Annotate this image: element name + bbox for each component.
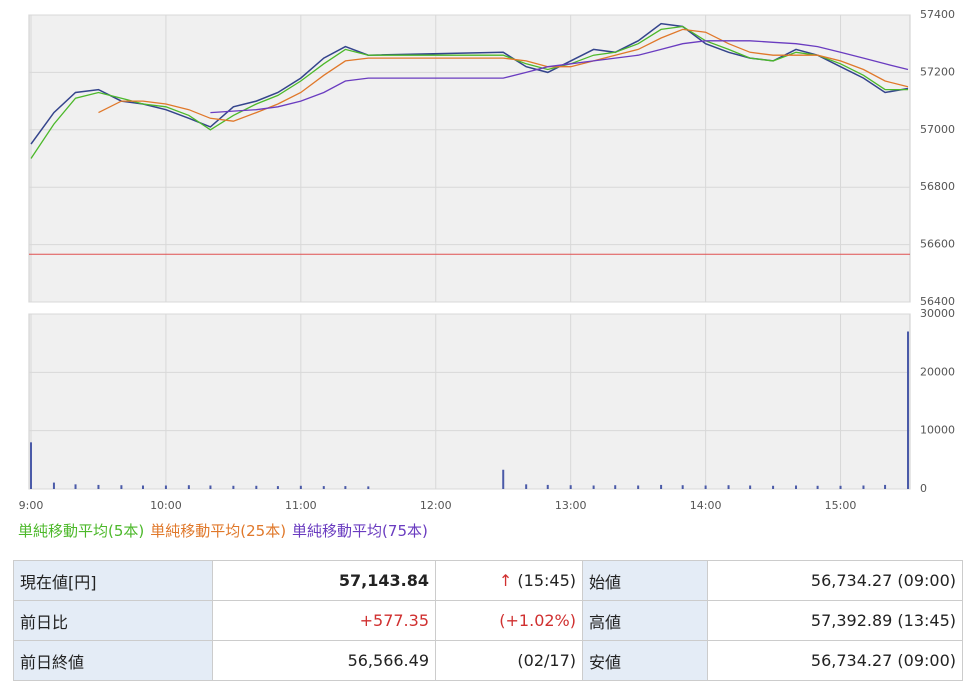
value: +577.35 bbox=[212, 600, 436, 641]
volume-bar bbox=[141, 485, 144, 489]
label: 始値 bbox=[582, 560, 708, 601]
time: (15:45) bbox=[517, 571, 576, 590]
value: 56,734.27 (09:00) bbox=[707, 640, 963, 681]
volume-bar bbox=[660, 484, 663, 489]
value: 56,734.27 (09:00) bbox=[707, 560, 963, 601]
volume-bar bbox=[727, 485, 730, 489]
percent: (+1.02%) bbox=[435, 600, 583, 641]
value: 57,392.89 (13:45) bbox=[707, 600, 963, 641]
volume-bar bbox=[187, 485, 190, 489]
y-tick-label: 0 bbox=[920, 482, 927, 495]
volume-bar bbox=[164, 485, 167, 489]
y-tick-label: 56600 bbox=[920, 238, 955, 251]
volume-bar bbox=[816, 485, 819, 489]
volume-bar bbox=[232, 485, 235, 489]
volume-bar bbox=[209, 485, 212, 489]
x-tick-label: 15:00 bbox=[825, 499, 857, 512]
volume-bar bbox=[907, 331, 909, 489]
chart: 56400 56600 56800 57000 57200 57400 0 10000 2000… bbox=[19, 8, 955, 512]
volume-bar bbox=[30, 442, 32, 489]
x-tick-label: 9:00 bbox=[19, 499, 44, 512]
volume-bar bbox=[772, 485, 775, 489]
arrow: ↑ (15:45) bbox=[435, 560, 583, 601]
quote-table: 現在値[円] 57,143.84 ↑ (15:45) 始値 56,734.27 (09:… bbox=[13, 560, 963, 681]
legend-entry: 単純移動平均(25本) bbox=[150, 522, 287, 540]
legend-entry: 単純移動平均(75本) bbox=[292, 522, 428, 540]
volume-bar bbox=[569, 485, 572, 489]
y-tick-label: 30000 bbox=[920, 307, 955, 320]
label: 前日終値 bbox=[13, 640, 213, 681]
volume-bar bbox=[299, 485, 302, 489]
x-tick-label: 12:00 bbox=[420, 499, 452, 512]
volume-bar bbox=[704, 485, 707, 489]
volume-bar bbox=[344, 486, 347, 489]
volume-bar bbox=[367, 486, 370, 489]
volume-bar bbox=[120, 485, 123, 489]
volume-bar bbox=[839, 485, 842, 489]
value: 56,566.49 bbox=[212, 640, 436, 681]
label: 安値 bbox=[582, 640, 708, 681]
label: 現在値[円] bbox=[13, 560, 213, 601]
y-tick-label: 56400 bbox=[920, 295, 955, 308]
legend-entry: 単純移動平均(5本) bbox=[18, 522, 145, 540]
y-tick-label: 57400 bbox=[920, 8, 955, 21]
volume-bar bbox=[255, 485, 258, 489]
y-tick-label: 20000 bbox=[920, 365, 955, 378]
volume-bar bbox=[884, 484, 887, 489]
label: 前日比 bbox=[13, 600, 213, 641]
volume-bar bbox=[546, 484, 549, 489]
label: 高値 bbox=[582, 600, 708, 641]
volume-bar bbox=[502, 469, 505, 489]
volume-bar bbox=[97, 484, 100, 489]
ma-line bbox=[210, 40, 909, 114]
ma-line bbox=[30, 25, 908, 159]
price-line bbox=[30, 22, 909, 145]
volume-bar bbox=[322, 486, 325, 489]
volume-bar bbox=[614, 485, 617, 489]
volume-bar bbox=[52, 482, 55, 489]
x-tick-label: 11:00 bbox=[285, 499, 317, 512]
date: (02/17) bbox=[435, 640, 583, 681]
volume-bar bbox=[681, 485, 684, 489]
y-tick-label: 56800 bbox=[920, 180, 955, 193]
ma-line bbox=[98, 28, 909, 122]
volume-bar bbox=[749, 485, 752, 489]
x-tick-label: 13:00 bbox=[555, 499, 587, 512]
volume-bar bbox=[637, 485, 640, 489]
y-tick-label: 10000 bbox=[920, 424, 955, 437]
volume-bar bbox=[795, 485, 798, 489]
volume-bar bbox=[592, 485, 595, 489]
x-tick-label: 14:00 bbox=[690, 499, 722, 512]
arrow-icon: ↑ bbox=[498, 571, 513, 590]
volume-bar bbox=[276, 486, 279, 489]
volume-bar bbox=[74, 484, 77, 489]
plot-area bbox=[28, 313, 911, 490]
volume-bar bbox=[525, 484, 528, 489]
x-tick-label: 10:00 bbox=[150, 499, 182, 512]
volume-bar bbox=[862, 485, 865, 489]
y-tick-label: 57200 bbox=[920, 65, 955, 78]
legend: 単純移動平均(5本) 単純移動平均(25本) 単純移動平均(75本) bbox=[18, 520, 434, 541]
value: 57,143.84 bbox=[212, 560, 436, 601]
y-tick-label: 57000 bbox=[920, 123, 955, 136]
